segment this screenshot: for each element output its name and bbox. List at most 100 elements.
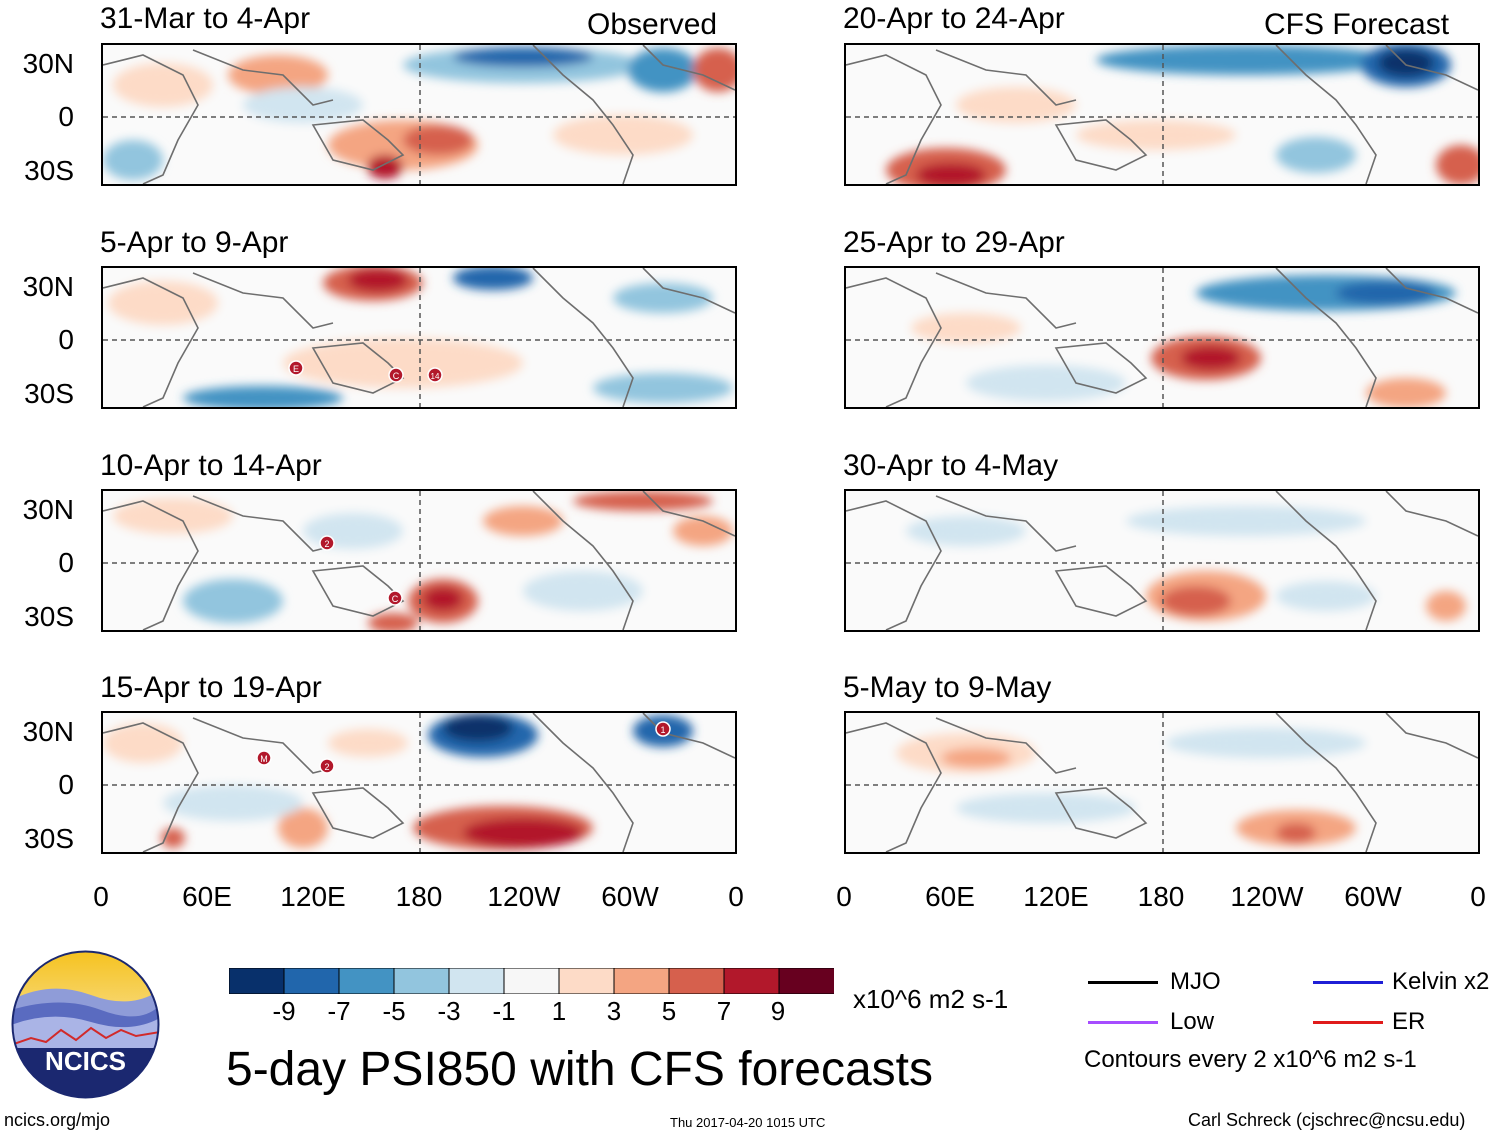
lat-label: 30N [22,48,74,79]
colorbar-tick: -9 [272,996,296,1026]
colorbar-swatch [503,967,560,995]
storm-marker: 2 [319,758,335,774]
colorbar-swatch [448,967,505,995]
lon-label: 120E [280,881,346,912]
legend-line-low [1088,1021,1158,1024]
panel-title: 30-Apr to 4-May [843,449,1059,482]
colorbar-swatch [668,967,725,995]
map-panel-forecast-4 [844,711,1480,854]
storm-marker: M [256,750,272,766]
lon-label: 0 [93,881,109,912]
panel-title: 15-Apr to 19-Apr [100,671,322,704]
footer-credit: Carl Schreck (cjschrec@ncsu.edu) [1188,1110,1466,1130]
legend-label-er: ER [1392,1008,1426,1035]
lat-label: 30S [24,823,74,854]
colorbar-tick: 5 [661,996,677,1026]
colorbar-units: x10^6 m2 s-1 [853,984,1009,1014]
lon-label: 60E [925,881,975,912]
legend-label-kelvin: Kelvin x2 [1392,968,1490,995]
map-panel-observed-1 [101,43,737,186]
lon-label: 180 [395,881,443,912]
lat-label: 30N [22,271,74,302]
panel-title: 31-Mar to 4-Apr [100,2,311,35]
colorbar-swatch [723,967,780,995]
colorbar-swatch [613,967,670,995]
lat-label: 0 [58,101,74,132]
colorbar-swatches [228,967,835,995]
panel-title: 20-Apr to 24-Apr [843,2,1065,35]
colorbar-tick: 3 [606,996,622,1026]
storm-marker: 2 [319,535,335,551]
colorbar-swatch [778,967,835,995]
legend-label-low: Low [1170,1008,1215,1035]
svg-text:E: E [293,364,299,374]
lat-label: 0 [58,324,74,355]
map-panel-observed-3: 2 C [101,489,737,632]
lat-label: 30N [22,494,74,525]
map-panel-forecast-1 [844,43,1480,186]
panel-title: 10-Apr to 14-Apr [100,449,322,482]
lon-label: 120W [1230,881,1304,912]
colorbar-tick: 9 [770,996,786,1026]
colorbar-swatch [558,967,615,995]
footer-url[interactable]: ncics.org/mjo [4,1110,111,1130]
storm-marker: 14 [427,367,443,383]
lon-label: 60W [601,881,659,912]
lat-label: 30S [24,155,74,186]
colorbar-swatch [393,967,450,995]
map-plot [846,713,1478,852]
contour-note: Contours every 2 x10^6 m2 s-1 [1084,1046,1417,1073]
logo-text: NCICS [45,1046,126,1076]
forecast-column-label: CFS Forecast [1264,8,1450,41]
colorbar-swatch [283,967,340,995]
panel-title: 25-Apr to 29-Apr [843,226,1065,259]
lon-label: 120W [487,881,561,912]
panel-title: 5-May to 9-May [843,671,1052,704]
colorbar-tick: -7 [327,996,351,1026]
storm-marker: E [288,360,304,376]
colorbar-tick: -1 [492,996,516,1026]
lon-label: 0 [1470,881,1486,912]
legend-line-kelvin [1313,981,1383,984]
map-panel-forecast-2 [844,266,1480,409]
colorbar-tick: -3 [437,996,461,1026]
lon-label: 60W [1344,881,1402,912]
lon-label: 0 [728,881,744,912]
ncics-logo: NCICS [11,950,160,1099]
svg-text:C: C [392,594,399,604]
svg-text:1: 1 [660,725,665,735]
map-plot [846,268,1478,407]
colorbar-tick: 7 [716,996,732,1026]
svg-text:C: C [393,371,400,381]
colorbar-tick: -5 [382,996,406,1026]
map-panel-observed-2: E C 14 [101,266,737,409]
storm-marker: C [387,590,403,606]
colorbar-tick: 1 [551,996,567,1026]
observed-column-label: Observed [587,8,718,41]
map-plot [846,45,1478,184]
lat-label: 30S [24,378,74,409]
colorbar-swatch [228,967,285,995]
colorbar-swatch [338,967,395,995]
panel-title: 5-Apr to 9-Apr [100,226,289,259]
map-panel-forecast-3 [844,489,1480,632]
lat-label: 30S [24,601,74,632]
lon-label: 120E [1023,881,1089,912]
map-plot [846,491,1478,630]
colorbar [228,967,835,995]
map-panel-observed-4: M 2 1 [101,711,737,854]
lon-label: 60E [182,881,232,912]
svg-text:14: 14 [431,372,440,381]
map-plot: M 2 1 [103,713,735,852]
lon-label: 180 [1137,881,1185,912]
lon-label: 0 [836,881,852,912]
footer-timestamp: Thu 2017-04-20 1015 UTC [670,1115,826,1130]
legend-line-er [1313,1021,1383,1024]
map-plot: 2 C [103,491,735,630]
storm-marker: C [388,367,404,383]
lat-label: 30N [22,716,74,747]
main-title: 5-day PSI850 with CFS forecasts [226,1043,933,1096]
lat-label: 0 [58,769,74,800]
lat-label: 0 [58,547,74,578]
legend-label-mjo: MJO [1170,968,1221,995]
